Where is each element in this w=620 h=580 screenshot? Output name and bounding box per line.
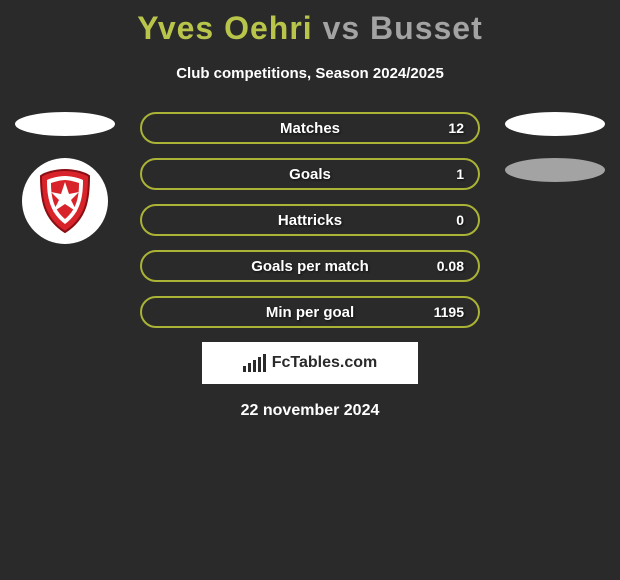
shield-icon — [37, 168, 93, 234]
player2-ellipse-1 — [505, 112, 605, 136]
stat-value: 12 — [448, 120, 464, 136]
brand-bars-icon — [243, 354, 266, 372]
right-column — [500, 112, 610, 204]
player1-ellipse — [15, 112, 115, 136]
stat-row-hattricks: Hattricks 0 — [140, 204, 480, 236]
stat-value: 1195 — [434, 304, 464, 320]
page-title: Yves Oehri vs Busset — [0, 0, 620, 47]
stat-label: Goals — [142, 166, 478, 183]
subtitle: Club competitions, Season 2024/2025 — [0, 65, 620, 82]
stat-row-goals: Goals 1 — [140, 158, 480, 190]
brand-box: FcTables.com — [202, 342, 418, 384]
brand-text: FcTables.com — [272, 354, 378, 372]
left-column — [10, 112, 120, 244]
stat-label: Goals per match — [142, 258, 478, 275]
stat-value: 0.08 — [437, 258, 464, 274]
stat-row-matches: Matches 12 — [140, 112, 480, 144]
title-vs: vs — [323, 10, 361, 46]
stat-label: Min per goal — [142, 304, 478, 321]
stat-row-gpm: Goals per match 0.08 — [140, 250, 480, 282]
stat-value: 1 — [456, 166, 464, 182]
content-area: Matches 12 Goals 1 Hattricks 0 Goals per… — [0, 112, 620, 420]
footer-date: 22 november 2024 — [0, 402, 620, 420]
title-player2: Busset — [370, 10, 483, 46]
stat-label: Matches — [142, 120, 478, 137]
team-logo — [22, 158, 108, 244]
title-player1: Yves Oehri — [137, 10, 312, 46]
stat-label: Hattricks — [142, 212, 478, 229]
stats-list: Matches 12 Goals 1 Hattricks 0 Goals per… — [140, 112, 480, 328]
stat-value: 0 — [456, 212, 464, 228]
root: Yves Oehri vs Busset Club competitions, … — [0, 0, 620, 580]
player2-ellipse-2 — [505, 158, 605, 182]
stat-row-mpg: Min per goal 1195 — [140, 296, 480, 328]
